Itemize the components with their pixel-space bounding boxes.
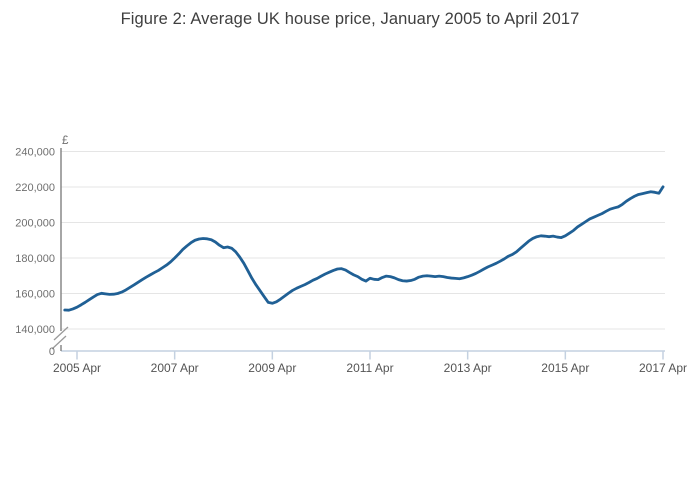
y-tick-label: 0: [49, 346, 55, 358]
axis-break-slash: [51, 335, 67, 350]
x-tick-label: 2011 Apr: [346, 361, 393, 375]
axis-break-icon: [51, 326, 69, 350]
x-tick-label: 2005 Apr: [53, 361, 101, 375]
gridlines: [61, 151, 665, 330]
axis-break-slash: [53, 326, 69, 341]
x-tick-label: 2015 Apr: [541, 361, 589, 375]
y-tick-label: 200,000: [15, 218, 55, 230]
y-tick-label: 140,000: [15, 324, 55, 336]
x-axis: 2005 Apr 2007 Apr 2009 Apr 2011 Apr 2013 Apr…: [53, 350, 687, 375]
y-axis: 240,000 220,000 200,000 180,000 160,000 140,0…: [15, 135, 69, 358]
currency-unit-label: £: [62, 135, 69, 147]
price-line: [63, 185, 665, 312]
x-tick-label: 2009 Apr: [248, 361, 296, 375]
y-tick-label: 220,000: [15, 182, 55, 194]
x-tick-label: 2007 Apr: [151, 361, 199, 375]
x-tick-label: 2013 Apr: [444, 361, 492, 375]
y-tick-label: 160,000: [15, 289, 55, 301]
y-tick-label: 240,000: [15, 147, 55, 159]
x-tick-label: 2017 Apr: [639, 361, 687, 375]
chart-title: Figure 2: Average UK house price, Januar…: [120, 10, 580, 28]
y-tick-label: 180,000: [15, 253, 55, 265]
